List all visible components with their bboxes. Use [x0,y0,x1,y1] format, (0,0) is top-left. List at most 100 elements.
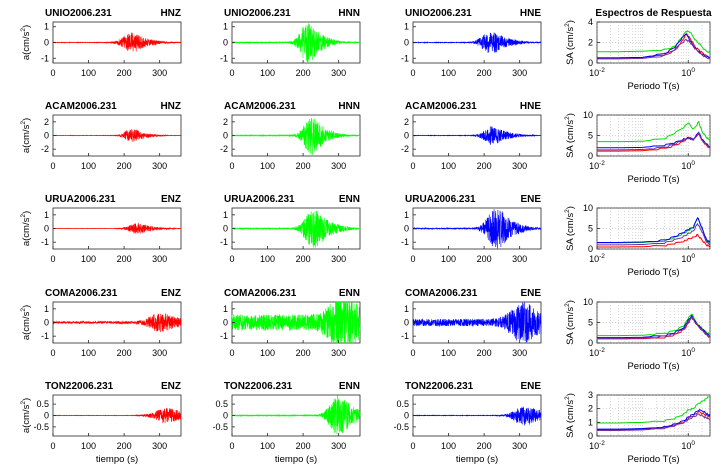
y-tick-label: -1 [220,331,228,341]
waveform-series [231,301,361,344]
y-axis-label-tail: ) [565,20,576,23]
y-tick-label: 5 [588,318,593,328]
y-tick-label: 1 [404,304,409,314]
seismogram-panel: TON22006.231 ENN 0 100 200 300 -0.50 0.5 tiempo … [212,381,361,465]
y-axis-label: a(cm/s2) [20,305,32,340]
y-tick-label: -1 [220,53,228,63]
x-tick-label: 100 [260,254,275,264]
y-tick-label: 0 [223,318,228,328]
x-tick-label: 300 [331,348,346,358]
y-tick-label: 10 [583,110,593,120]
x-tick-label: 0 [50,348,55,358]
x-tick-base: 10 [589,441,599,451]
waveform-series [412,301,542,343]
x-axis-label: Periodo T(s) [627,454,679,465]
waveform-series [231,210,361,248]
y-tick-label: 5 [588,224,593,234]
x-tick-label: 0 [410,348,415,358]
x-tick-label: 0 [229,254,234,264]
y-axis-label-sup: 2 [564,209,571,213]
y-axis-label-text: SA (cm/s [565,400,576,438]
x-tick-exponent: 0 [691,67,695,74]
x-tick-label: 0 [229,68,234,78]
x-tick-label: 300 [331,68,346,78]
y-tick-label: 0 [223,411,228,421]
y-axis-label: a(cm/s2) [20,25,32,60]
waveform-series [52,313,182,333]
y-tick-label: 0 [588,58,593,68]
y-axis-label: a(cm/s2) [20,211,32,246]
spectrum-series-purple [597,222,711,246]
panel-station-title: TON22006.231 [224,381,293,392]
y-axis-label-sup: 2 [564,116,571,120]
panel-station-title: ACAM2006.231 [45,101,117,112]
y-tick-label: 0.5 [396,399,409,409]
y-axis-label-text: a(cm/s [21,217,32,246]
y-axis-label-tail: ) [565,206,576,209]
y-tick-label: 10 [583,297,593,307]
y-tick-label: 1 [223,210,228,220]
y-tick-label: 2 [223,117,228,127]
panel-component-title: ENZ [161,381,181,392]
y-axis-label-text: SA (cm/s [565,307,576,345]
y-axis-label-sup: 2 [564,303,571,307]
y-axis-label-text: a(cm/s [21,311,32,340]
x-tick-label: 0 [410,441,415,451]
x-tick-label: 300 [152,68,167,78]
y-tick-label: 0.5 [36,399,49,409]
panel-station-title: ACAM2006.231 [405,101,477,112]
x-tick-label: 200 [296,68,311,78]
x-tick-label: 300 [152,161,167,171]
y-axis-label-sup: 2 [564,396,571,400]
y-axis-label: SA (cm/s2) [564,206,576,251]
x-tick-label: 200 [296,441,311,451]
x-tick-label: 300 [512,161,527,171]
y-axis-label: a(cm/s2) [20,118,32,153]
spectrum-series-purple [597,316,711,339]
spectrum-series-green [597,30,711,54]
y-tick-label: 0 [44,224,49,234]
waveform-series [412,209,542,249]
y-tick-label: -2 [41,144,49,154]
x-tick-label: 100 [681,347,695,358]
spectrum-series-purple [597,132,711,151]
y-tick-label: 0 [44,131,49,141]
x-tick-label: 100 [81,68,96,78]
waveform-series [412,32,542,54]
y-tick-label: -0.5 [33,422,49,432]
seismogram-panel: TON22006.231 ENE 0 100 200 300 -0.50 0.5 tiempo … [393,381,542,465]
y-tick-label: 1 [404,22,409,32]
panel-station-title: UNIO2006.231 [45,8,112,19]
x-tick-label: 0 [50,161,55,171]
waveform-series [52,222,182,234]
y-tick-label: 1 [223,304,228,314]
y-tick-label: 0 [44,38,49,48]
panel-component-title: ENN [339,288,360,299]
x-tick-label: 10-2 [589,67,605,78]
y-tick-label: 2 [588,38,593,48]
spectrum-series-green [597,120,711,143]
x-tick-label: 300 [331,441,346,451]
panel-component-title: ENN [339,194,360,205]
x-tick-label: 10-2 [589,253,605,264]
x-axis-label: Periodo T(s) [627,267,679,278]
x-tick-exponent: -2 [599,347,605,354]
x-axis-label: Periodo T(s) [627,361,679,372]
y-axis-label-sup: 2 [564,23,571,27]
y-axis-label-text: a(cm/s [21,124,32,153]
x-tick-base: 10 [589,254,599,264]
waveform-series [231,23,361,64]
y-tick-label: -0.5 [393,422,409,432]
spectrum-series-purple [597,38,711,60]
x-tick-label: 10-2 [589,160,605,171]
panel-station-title: COMA2006.231 [405,288,478,299]
x-tick-label: 300 [331,254,346,264]
